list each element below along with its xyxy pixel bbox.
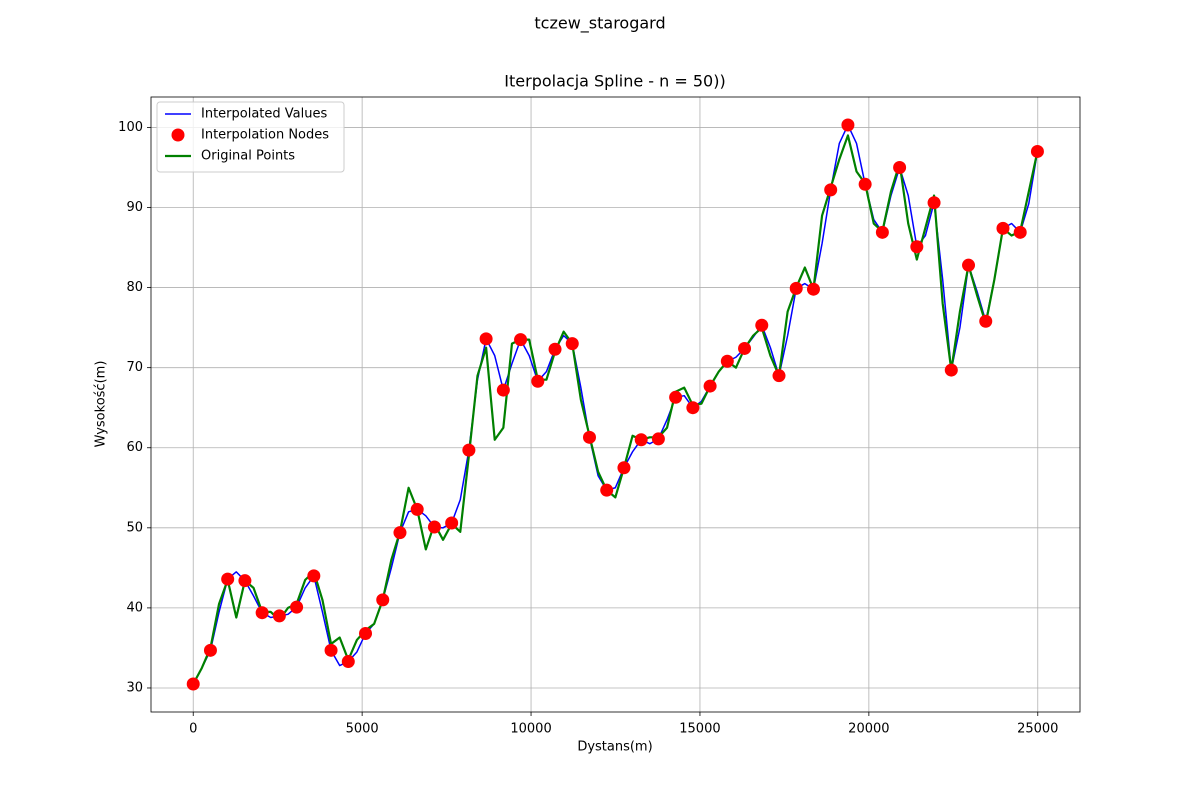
x-axis-label: Dystans(m) xyxy=(577,740,652,755)
node-marker xyxy=(221,572,235,586)
y-tick-label: 90 xyxy=(126,200,143,215)
node-marker xyxy=(738,341,752,355)
node-marker xyxy=(445,516,459,530)
y-tick-label: 100 xyxy=(118,120,143,135)
node-marker xyxy=(875,225,889,239)
y-tick-label: 50 xyxy=(126,520,143,535)
node-marker xyxy=(686,401,700,415)
node-marker xyxy=(307,569,321,583)
node-marker xyxy=(806,282,820,296)
node-marker xyxy=(1013,225,1027,239)
node-marker xyxy=(996,221,1010,235)
grid xyxy=(151,97,1080,712)
node-marker xyxy=(703,379,717,393)
node-marker xyxy=(979,314,993,328)
node-marker xyxy=(272,609,286,623)
node-marker xyxy=(910,240,924,254)
node-marker xyxy=(651,432,665,446)
node-marker xyxy=(479,332,493,346)
node-marker xyxy=(238,574,252,588)
node-marker xyxy=(944,363,958,377)
node-marker xyxy=(393,526,407,540)
node-marker xyxy=(789,281,803,295)
node-marker xyxy=(858,177,872,191)
node-marker xyxy=(634,433,648,447)
node-marker xyxy=(324,643,338,657)
x-tick-label: 25000 xyxy=(1017,722,1058,737)
node-marker xyxy=(582,430,596,444)
y-tick-label: 40 xyxy=(126,600,143,615)
suptitle: tczew_starogard xyxy=(534,14,665,34)
node-marker xyxy=(496,383,510,397)
node-marker xyxy=(617,461,631,475)
node-marker xyxy=(410,502,424,516)
node-marker xyxy=(772,369,786,383)
y-tick-label: 70 xyxy=(126,360,143,375)
y-tick-label: 60 xyxy=(126,440,143,455)
plot-area xyxy=(186,118,1044,691)
node-marker xyxy=(514,333,528,347)
x-tick-label: 5000 xyxy=(346,722,379,737)
node-marker xyxy=(376,593,390,607)
node-marker xyxy=(720,354,734,368)
node-marker xyxy=(841,118,855,132)
x-tick-label: 20000 xyxy=(848,722,889,737)
node-marker xyxy=(427,520,441,534)
y-axis-label: Wysokość(m) xyxy=(94,361,109,448)
node-marker xyxy=(462,443,476,457)
legend-box xyxy=(156,101,345,173)
node-marker xyxy=(565,337,579,351)
x-tick-label: 0 xyxy=(189,722,197,737)
legend-marker xyxy=(171,128,185,142)
node-marker xyxy=(255,606,269,620)
node-marker xyxy=(962,258,976,272)
x-tick-label: 15000 xyxy=(679,722,720,737)
node-marker xyxy=(341,655,355,669)
y-tick-label: 80 xyxy=(126,280,143,295)
axes-frame xyxy=(150,96,1081,713)
legend-label: Original Points xyxy=(201,149,295,164)
node-marker xyxy=(755,318,769,332)
legend-label: Interpolation Nodes xyxy=(201,128,329,143)
x-tick-label: 10000 xyxy=(510,722,551,737)
node-marker xyxy=(290,600,304,614)
node-marker xyxy=(359,627,373,641)
node-marker xyxy=(893,160,907,174)
y-tick-label: 30 xyxy=(126,680,143,695)
node-marker xyxy=(600,483,614,497)
chart-title: Iterpolacja Spline - n = 50)) xyxy=(504,72,725,91)
node-marker xyxy=(203,643,217,657)
node-marker xyxy=(531,374,545,388)
node-marker xyxy=(1030,144,1044,158)
legend: Interpolated Values Interpolation Nodes Or… xyxy=(156,101,345,173)
node-marker xyxy=(927,196,941,210)
legend-label: Interpolated Values xyxy=(201,107,327,122)
node-marker xyxy=(824,183,838,197)
node-marker xyxy=(669,390,683,404)
node-marker xyxy=(186,677,200,691)
node-marker xyxy=(548,342,562,356)
